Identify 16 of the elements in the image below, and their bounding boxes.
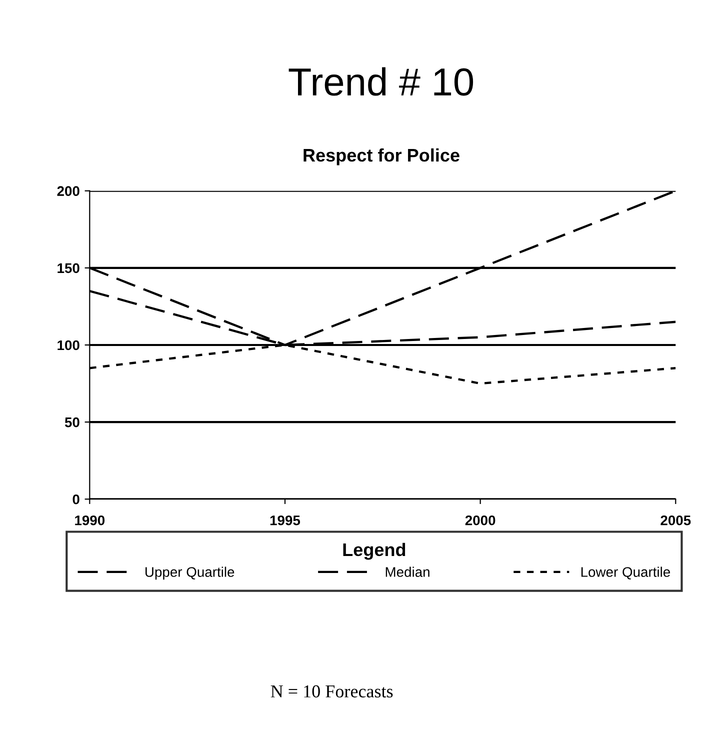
legend-label: Upper Quartile	[146, 566, 234, 580]
text: N = 10 Forecasts	[270, 685, 393, 698]
y-tick-label: 50	[64, 417, 80, 428]
legend-label: Median	[386, 566, 430, 577]
legend-title: Legend	[343, 542, 406, 560]
y-tick-label: 0	[72, 494, 80, 504]
x-tick-label: 1995	[270, 515, 300, 526]
legend-label: Lower Quartile	[581, 566, 670, 580]
y-tick-label: 150	[58, 263, 80, 274]
chart-title: Trend # 10	[288, 67, 474, 96]
y-tick-label: 200	[57, 186, 80, 196]
x-tick-label: 1990	[75, 515, 105, 526]
chart-subtitle: Respect for Police	[304, 148, 460, 166]
x-tick-label: 2000	[465, 515, 496, 526]
x-tick-label: 2005	[660, 515, 691, 526]
y-tick-label: 100	[58, 340, 80, 350]
